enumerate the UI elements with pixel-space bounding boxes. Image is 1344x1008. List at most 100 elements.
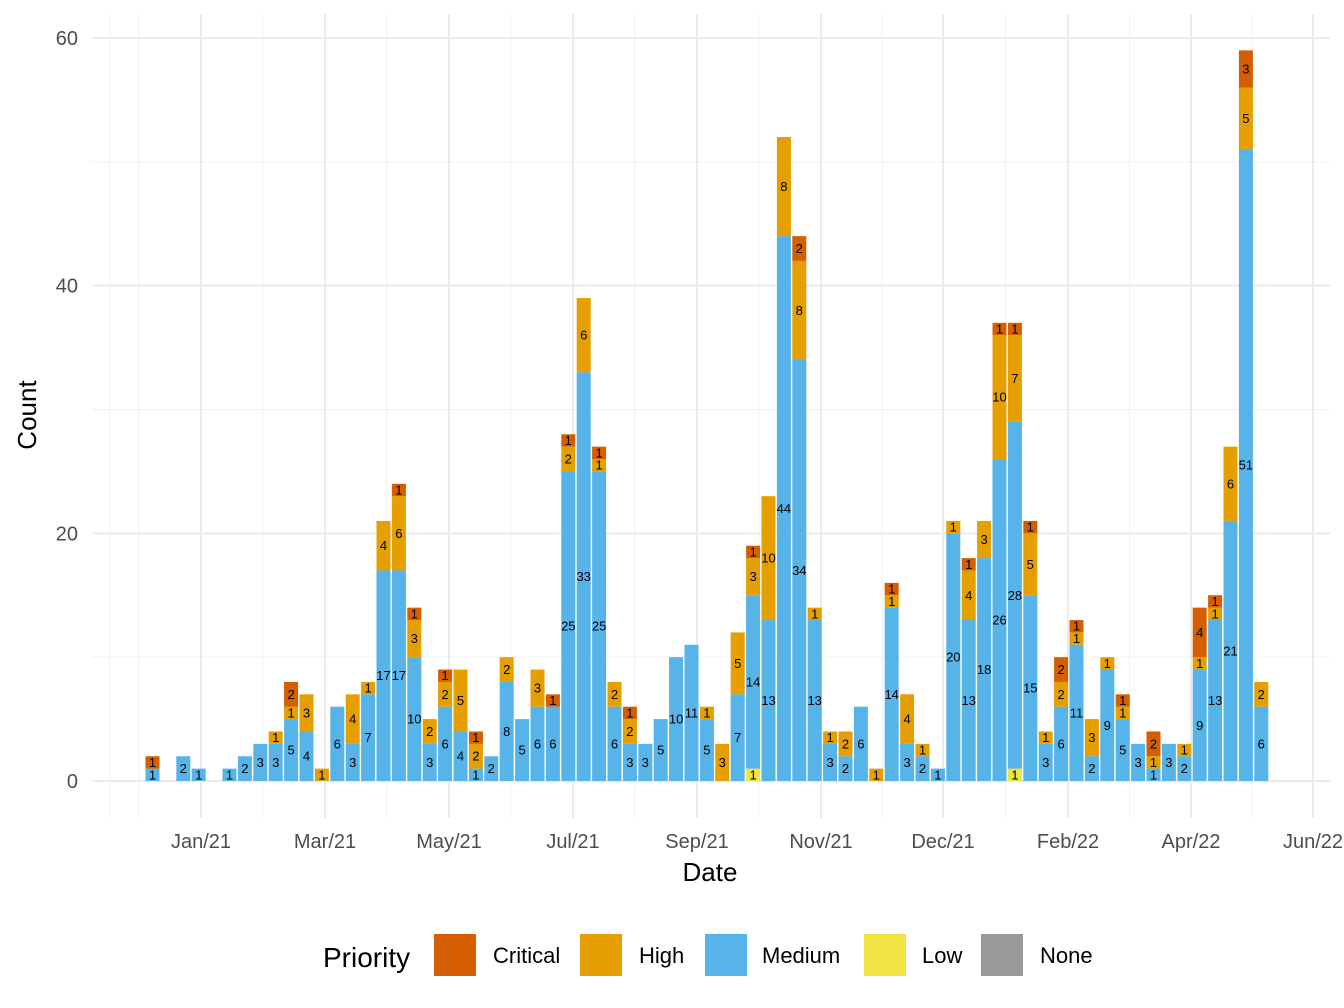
bar-segment-critical	[391, 483, 406, 497]
y-tick-label: 60	[56, 28, 78, 50]
bar-segment-label: 2	[241, 761, 248, 776]
x-tick-label: Jul/21	[546, 831, 599, 853]
bar-segment-high	[1007, 335, 1022, 422]
bar-segment-critical	[961, 558, 976, 571]
bar-segment-label: 13	[961, 693, 975, 708]
bar-segment-label: 2	[611, 687, 618, 702]
bar-segment-label: 1	[1211, 606, 1218, 621]
legend-label-critical: Critical	[493, 943, 560, 968]
bar-segment-label: 11	[1070, 705, 1084, 720]
bar-segment-label: 1	[626, 705, 633, 720]
bar-segment-medium	[1238, 149, 1253, 781]
bar-segment-label: 1	[888, 582, 895, 597]
bar-segment-medium	[499, 681, 514, 781]
bar-segment-medium	[607, 706, 622, 781]
bar-segment-high	[1146, 756, 1161, 769]
bar-segment-medium	[1069, 644, 1084, 781]
bar-segment-medium	[468, 768, 483, 781]
bar-segment-label: 3	[272, 755, 279, 770]
bar-segment-high	[1100, 657, 1115, 670]
bar-segment-medium	[853, 706, 868, 781]
bar-segment-high	[946, 520, 961, 534]
bar-segment-label: 1	[749, 767, 756, 782]
bar-segment-medium	[1223, 520, 1238, 781]
bar-segment-label: 2	[287, 687, 294, 702]
bar-segment-label: 2	[488, 761, 495, 776]
bar-segment-label: 6	[395, 526, 402, 541]
bar-segment-label: 44	[777, 501, 791, 516]
bar-segment-high	[761, 496, 776, 621]
bar-segment-critical	[1069, 620, 1084, 633]
bar-segment-medium	[1254, 706, 1269, 781]
bar-segment-label: 5	[734, 656, 741, 671]
bar-segment-medium	[1115, 719, 1130, 781]
bar-segment-label: 14	[884, 687, 898, 702]
bar-segment-high	[592, 459, 607, 472]
x-axis-title: Date	[683, 857, 738, 887]
bar-segment-medium	[361, 694, 376, 781]
bar-segment-high	[422, 719, 437, 744]
legend-title: Priority	[323, 942, 410, 973]
bar-segment-medium	[977, 558, 992, 781]
bar-segment-label: 6	[549, 736, 556, 751]
bar-segment-medium	[730, 694, 745, 781]
bar-segment-label: 13	[807, 693, 821, 708]
bar-segment-label: 4	[380, 538, 387, 553]
legend-key-critical	[434, 934, 476, 976]
bar-segment-label: 5	[1027, 557, 1034, 572]
bar-segment-label: 3	[1165, 755, 1172, 770]
bar-segment-label: 2	[180, 761, 187, 776]
bar-segment-critical	[284, 681, 299, 707]
bar-segment-label: 6	[580, 328, 587, 343]
bar-segment-high	[499, 657, 514, 682]
bar-segment-critical	[1007, 322, 1022, 336]
bar-segment-medium	[823, 743, 838, 781]
bar-segment-medium	[484, 756, 499, 781]
bar-segment-label: 3	[303, 705, 310, 720]
bar-segment-medium	[438, 706, 453, 781]
x-tick-label: Jan/21	[171, 831, 231, 853]
bar-segment-high	[576, 298, 591, 373]
bar-segment-label: 1	[749, 544, 756, 559]
x-tick-label: Mar/21	[294, 831, 356, 853]
bar-segment-label: 1	[1011, 322, 1018, 337]
bar-segment-label: 2	[1088, 761, 1095, 776]
bar-segment-label: 3	[1042, 755, 1049, 770]
bar-segment-label: 3	[903, 755, 910, 770]
bar-segment-medium	[792, 359, 807, 781]
legend-label-high: High	[639, 943, 684, 968]
bar-segment-label: 17	[392, 668, 406, 683]
bar-segment-label: 3	[534, 681, 541, 696]
bar-segment-medium	[1038, 743, 1053, 781]
bar-segment-medium	[268, 743, 283, 781]
bar-segment-label: 3	[980, 532, 987, 547]
bar-segment-label: 1	[1181, 743, 1188, 758]
bar-segment-label: 18	[977, 662, 991, 677]
bar-segment-label: 1	[1073, 631, 1080, 646]
bar-segment-label: 3	[426, 755, 433, 770]
bar-segment-label: 3	[349, 755, 356, 770]
bar-segment-label: 5	[703, 743, 710, 758]
bar-segment-critical	[561, 434, 576, 447]
bar-segment-label: 10	[669, 712, 683, 727]
bar-segment-label: 3	[411, 631, 418, 646]
bar-segment-label: 1	[996, 322, 1003, 337]
bar-segment-critical	[1023, 520, 1038, 534]
bar-segment-label: 6	[1057, 736, 1064, 751]
bar-segment-label: 9	[1196, 718, 1203, 733]
bar-segment-label: 1	[595, 458, 602, 473]
bar-segment-label: 1	[1119, 705, 1126, 720]
bar-segment-label: 5	[457, 693, 464, 708]
bar-segment-label: 51	[1239, 458, 1253, 473]
bar-segment-critical	[1115, 694, 1130, 707]
bar-segment-medium	[145, 768, 160, 781]
bar-segment-medium	[807, 620, 822, 781]
bar-segment-label: 9	[1104, 718, 1111, 733]
bar-segment-medium	[1023, 595, 1038, 781]
bar-segment-label: 2	[503, 662, 510, 677]
bar-segment-label: 7	[734, 730, 741, 745]
bar-segment-label: 1	[1150, 767, 1157, 782]
bar-segment-medium	[191, 768, 206, 781]
bar-segment-label: 2	[1258, 687, 1265, 702]
bar-segment-label: 28	[1008, 588, 1022, 603]
